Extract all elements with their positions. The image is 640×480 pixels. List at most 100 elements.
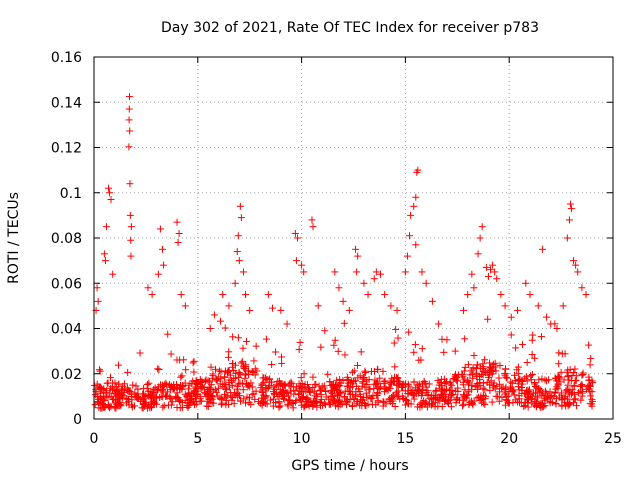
data-point [454,387,462,395]
data-point [326,400,334,408]
data-point [412,241,420,249]
data-point [570,257,578,265]
x-tick-label: 5 [193,431,202,447]
data-point [479,364,487,372]
data-point [385,383,393,391]
data-point [461,335,469,343]
data-point [387,302,395,310]
data-point [393,306,401,314]
data-point [210,311,218,319]
y-tick-label: 0.14 [51,95,82,111]
data-point [480,399,488,407]
data-point [392,373,400,381]
data-point [109,386,117,394]
data-point [574,268,582,276]
data-point [518,341,526,349]
data-point [176,381,184,389]
data-point [485,371,493,379]
data-point [275,377,283,385]
data-point [495,374,503,382]
data-point [560,376,568,384]
data-point [464,291,472,299]
data-point [489,381,497,389]
data-point [162,392,170,400]
data-point [276,402,284,410]
data-point [473,361,481,369]
data-point [229,333,237,341]
data-point [173,403,181,411]
data-point [510,371,518,379]
data-point [193,379,201,387]
data-point [340,319,348,327]
data-point [405,400,413,408]
data-point [112,387,120,395]
data-point [172,393,180,401]
data-point [204,403,212,411]
data-point [125,116,133,124]
data-point [400,395,408,403]
data-point [352,245,360,253]
data-point [304,400,312,408]
data-point [350,395,358,403]
data-point [204,377,212,385]
data-point [392,325,400,333]
data-point [496,380,504,388]
data-point [389,392,397,400]
data-point [479,360,487,368]
data-point [394,334,402,342]
data-point [369,392,377,400]
y-tick-label: 0.08 [51,231,82,247]
data-point [181,379,189,387]
data-point [447,403,455,411]
data-point [376,270,384,278]
data-point [553,325,561,332]
data-point [489,367,497,375]
data-point [106,189,114,197]
data-point [493,275,501,283]
data-point [262,335,270,343]
data-point [381,291,389,299]
data-point [535,384,543,392]
data-point [520,402,528,410]
data-point [155,366,163,374]
data-point [273,389,281,397]
data-point [235,257,243,265]
data-point [407,386,415,394]
data-point [577,396,585,404]
data-point [189,359,197,367]
data-point [186,399,194,407]
data-point [468,398,476,406]
data-point [325,395,333,403]
data-point [257,384,265,392]
data-point [571,365,579,373]
data-point [484,272,492,280]
data-point [487,266,495,274]
data-point [272,381,280,389]
data-point [174,239,182,247]
data-point [461,363,469,371]
data-point [96,384,104,392]
data-point [243,380,251,388]
data-point [283,320,291,328]
data-point [359,379,367,387]
data-point [534,302,542,310]
y-tick-label: 0.04 [51,322,82,338]
data-point [356,372,364,380]
data-point [566,200,574,208]
data-point [269,304,277,312]
data-point [299,394,307,402]
data-point [514,306,522,314]
data-point [446,378,454,386]
data-point [548,399,556,407]
data-point [305,386,313,394]
data-point [234,393,242,401]
data-point [190,368,198,376]
data-point [329,380,337,388]
data-point [222,386,230,394]
data-point [443,336,451,344]
data-point [507,383,515,391]
data-point [316,387,324,395]
data-point [141,402,149,410]
data-point [481,400,489,408]
data-point [474,250,482,258]
